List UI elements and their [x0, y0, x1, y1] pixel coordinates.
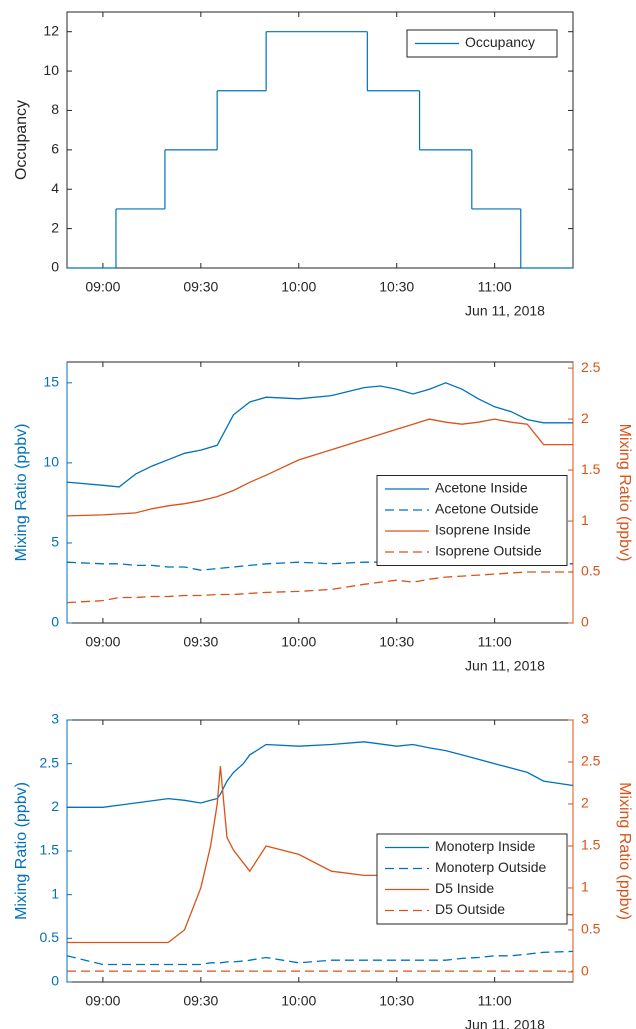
series-line — [67, 741, 574, 808]
series-line — [66, 418, 573, 517]
x-tick-label: 10:30 — [379, 993, 414, 1009]
y-tick-label: 2 — [51, 219, 59, 235]
x-tick-label: 09:00 — [85, 634, 120, 650]
series-line — [66, 382, 573, 488]
y2-axis-label: Mixing Ratio (ppbv) — [616, 782, 633, 920]
legend-label: D5 Inside — [435, 880, 494, 896]
y-tick-label: 3 — [51, 711, 59, 727]
legend — [376, 475, 568, 566]
y-tick-label: 10 — [43, 62, 59, 78]
y2-tick-label: 1.5 — [581, 461, 601, 477]
y-tick-label: 2.5 — [40, 754, 60, 770]
y-tick-label: 6 — [51, 141, 59, 157]
x-tick-label: 10:00 — [281, 634, 316, 650]
y2-tick-label: 2.5 — [581, 753, 601, 769]
x-tick-label: 11:00 — [478, 634, 512, 650]
y-tick-label: 0 — [51, 614, 59, 630]
legend-label: Monoterp Inside — [435, 838, 536, 854]
x-tick-label: 09:00 — [85, 993, 120, 1009]
y2-tick-label: 3 — [581, 711, 589, 727]
legend-label: Acetone Outside — [435, 501, 539, 517]
y-tick-label: 2 — [51, 798, 59, 814]
y2-tick-label: 0.5 — [581, 921, 601, 937]
y-tick-label: 4 — [51, 180, 59, 196]
legend-label: Isoprene Inside — [435, 522, 531, 538]
x-tick-label: 09:30 — [183, 993, 218, 1009]
legend — [376, 833, 568, 925]
x-tick-label: 11:00 — [478, 279, 512, 295]
x-tick-label: 10:00 — [281, 279, 316, 295]
legend-label: Isoprene Outside — [435, 543, 542, 559]
y2-tick-label: 1 — [581, 512, 589, 528]
y-tick-label: 5 — [51, 534, 59, 550]
y-axis-label: Occupancy — [13, 100, 30, 180]
y2-tick-label: 1.5 — [581, 837, 601, 853]
x-tick-label: 09:30 — [183, 279, 218, 295]
y-tick-label: 10 — [43, 454, 59, 470]
y2-tick-label: 0 — [581, 963, 589, 979]
x-tick-label: 10:00 — [281, 993, 316, 1009]
y-tick-label: 1 — [51, 885, 59, 901]
y2-tick-label: 0 — [581, 614, 589, 630]
x-tick-label: 10:30 — [379, 634, 414, 650]
y2-tick-label: 2.5 — [581, 359, 601, 375]
y-tick-label: 0 — [51, 973, 59, 989]
x-date-label: Jun 11, 2018 — [465, 1017, 545, 1029]
y-tick-label: 0 — [51, 259, 59, 275]
y-axis-label: Mixing Ratio (ppbv) — [13, 782, 30, 920]
series-line — [66, 571, 573, 604]
y2-tick-label: 2 — [581, 795, 589, 811]
x-date-label: Jun 11, 2018 — [465, 658, 545, 674]
y-tick-label: 0.5 — [40, 929, 60, 945]
y-tick-label: 12 — [43, 22, 59, 38]
x-date-label: Jun 11, 2018 — [465, 303, 545, 319]
y2-tick-label: 2 — [581, 410, 589, 426]
legend-label: D5 Outside — [435, 901, 505, 917]
legend-label: Acetone Inside — [435, 480, 528, 496]
y2-axis-label: Mixing Ratio (ppbv) — [616, 424, 633, 562]
legend-label: Monoterp Outside — [435, 859, 546, 875]
x-tick-label: 09:00 — [85, 279, 120, 295]
x-tick-label: 11:00 — [478, 993, 512, 1009]
x-tick-label: 09:30 — [183, 634, 218, 650]
y-tick-label: 15 — [43, 374, 59, 390]
legend-label: Occupancy — [465, 34, 535, 50]
y2-tick-label: 0.5 — [581, 563, 601, 579]
x-tick-label: 10:30 — [379, 279, 414, 295]
y2-tick-label: 1 — [581, 879, 589, 895]
series-line — [66, 950, 574, 966]
y-axis-label: Mixing Ratio (ppbv) — [13, 424, 30, 562]
y-tick-label: 8 — [51, 101, 59, 117]
y-tick-label: 1.5 — [40, 842, 60, 858]
